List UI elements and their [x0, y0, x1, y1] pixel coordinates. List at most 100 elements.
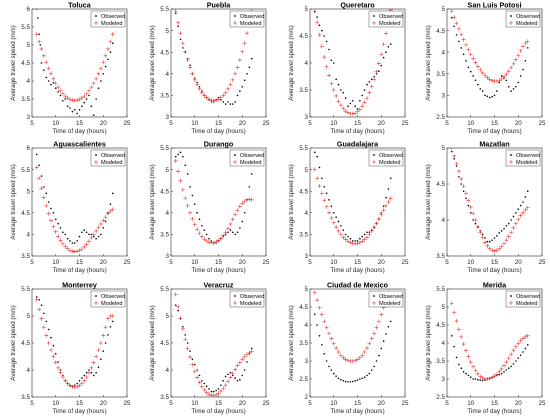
legend-modeled-marker: [372, 301, 376, 305]
modeled-point: [103, 325, 108, 330]
x-axis-label: Time of day (hours): [467, 128, 521, 135]
observed-point: [361, 94, 364, 97]
observed-point: [349, 381, 352, 383]
modeled-point: [228, 82, 233, 87]
modeled-point: [63, 94, 68, 99]
x-tick-label: 20: [100, 120, 108, 127]
observed-point: [363, 233, 366, 236]
observed-point: [66, 105, 69, 107]
observed-point: [507, 367, 510, 370]
x-tick-label: 25: [262, 400, 270, 407]
modeled-point: [502, 363, 506, 368]
modeled-point: [106, 46, 110, 51]
modeled-point: [180, 41, 185, 46]
observed-point: [387, 326, 390, 328]
modeled-point: [360, 239, 365, 244]
modeled-point: [197, 231, 202, 236]
modeled-point: [46, 341, 51, 345]
modeled-point: [204, 238, 209, 243]
observed-point: [109, 326, 112, 328]
modeled-point: [464, 42, 468, 47]
modeled-point: [51, 224, 56, 229]
observed-point: [458, 40, 460, 43]
y-tick-label: 4: [26, 367, 30, 374]
legend-modeled-marker: [94, 160, 98, 164]
modeled-point: [60, 91, 65, 96]
modeled-point: [521, 210, 525, 215]
panel-san-luis-potosi: San Luis Potosi 5 10 15 20 25 2.5 3 3.5 4 4.5 5 Time…: [425, 1, 546, 136]
observed-point: [179, 38, 182, 41]
y-axis-label: Average travel speed (m/s): [149, 305, 156, 380]
modeled-point: [110, 314, 115, 318]
modeled-point: [96, 348, 101, 353]
observed-point: [340, 89, 342, 91]
legend-label: Modeled: [379, 160, 400, 166]
observed-point: [507, 85, 510, 88]
x-tick-label: 25: [123, 400, 131, 407]
modeled-point: [58, 88, 63, 93]
observed-point: [111, 42, 114, 44]
modeled-point: [509, 352, 514, 357]
observed-point: [524, 196, 527, 198]
observed-point: [81, 231, 83, 234]
x-tick-label: 10: [467, 400, 475, 407]
modeled-point: [202, 93, 207, 98]
observed-point: [210, 390, 213, 393]
observed-point: [325, 360, 328, 362]
modeled-point: [79, 95, 84, 100]
legend-observed-marker: [373, 15, 375, 17]
observed-point: [361, 235, 364, 238]
y-tick-label: 5: [165, 28, 169, 35]
x-tick-label: 10: [52, 120, 60, 127]
observed-point: [241, 85, 244, 88]
legend-label: Observed: [516, 153, 540, 159]
y-tick-label: 5: [304, 167, 308, 174]
modeled-point: [492, 374, 497, 379]
x-tick-label: 15: [354, 259, 362, 266]
observed-point: [524, 60, 527, 62]
modeled-point: [197, 86, 202, 91]
observed-point: [515, 360, 517, 362]
modeled-point: [202, 237, 207, 242]
x-tick-label: 25: [123, 120, 131, 127]
observed-point: [234, 233, 236, 236]
modeled-point: [367, 90, 372, 95]
y-tick-label: 3: [165, 114, 169, 121]
observed-point: [469, 376, 472, 379]
observed-point: [363, 376, 366, 379]
modeled-point: [101, 60, 106, 65]
observed-point: [191, 358, 194, 361]
observed-point: [453, 158, 455, 160]
modeled-point: [372, 77, 377, 82]
observed-point: [500, 372, 503, 375]
x-tick-label: 20: [378, 259, 386, 266]
observed-point: [465, 60, 467, 62]
observed-point: [500, 75, 503, 77]
modeled-point: [452, 153, 457, 158]
modeled-point: [91, 81, 96, 86]
modeled-point: [475, 64, 480, 69]
y-axis-label: Average travel speed (m/s): [10, 164, 17, 239]
observed-point: [243, 79, 246, 82]
x-tick-label: 20: [239, 120, 247, 127]
modeled-point: [108, 39, 113, 44]
observed-point: [236, 94, 239, 97]
observed-point: [69, 240, 71, 242]
modeled-point: [490, 248, 495, 253]
legend-label: Modeled: [379, 301, 400, 307]
observed-point: [503, 371, 505, 373]
observed-point: [40, 62, 43, 64]
modeled-point: [362, 100, 367, 105]
x-tick-label: 15: [76, 120, 84, 127]
modeled-point: [338, 232, 343, 237]
observed-point: [37, 17, 39, 19]
modeled-point: [386, 200, 391, 204]
modeled-point: [82, 94, 87, 99]
observed-point: [95, 237, 97, 240]
observed-point: [375, 360, 378, 362]
observed-point: [323, 353, 326, 355]
modeled-point: [242, 41, 247, 46]
observed-point: [526, 344, 529, 346]
modeled-point: [317, 32, 322, 37]
y-tick-label: 3: [26, 114, 30, 121]
